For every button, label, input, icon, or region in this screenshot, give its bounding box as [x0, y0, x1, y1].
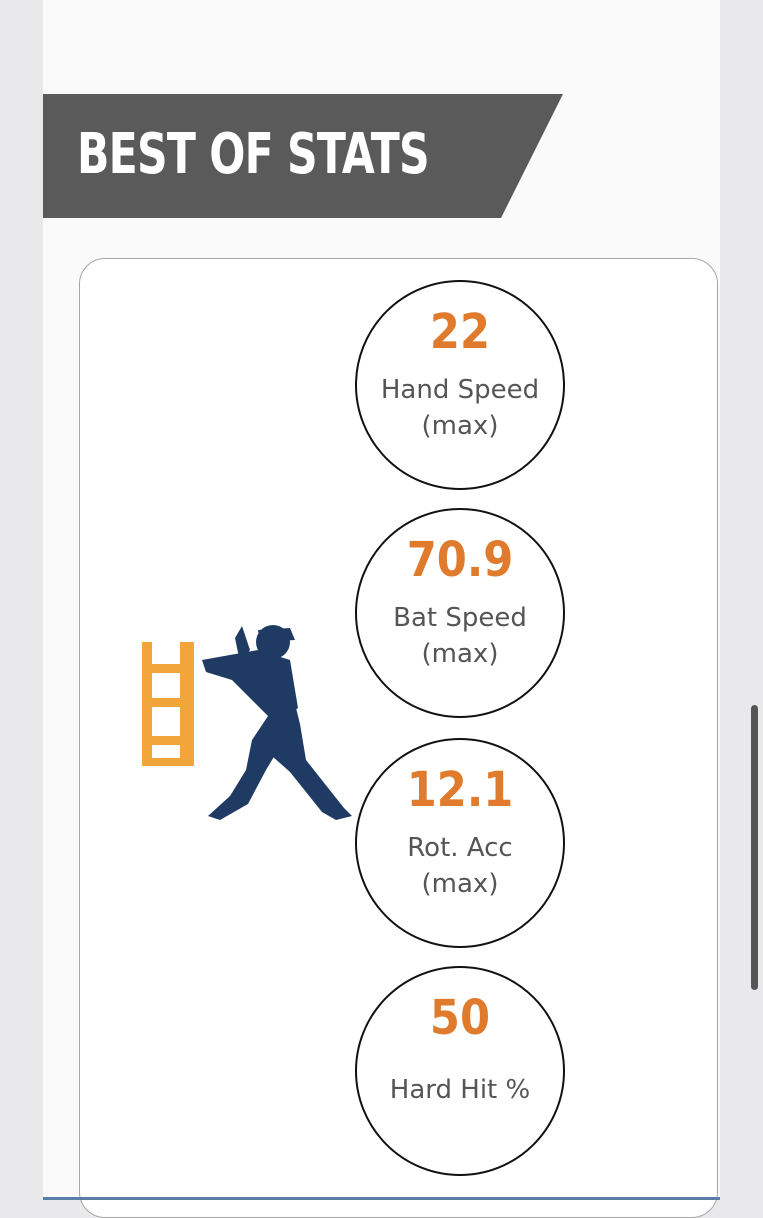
- stat-label: Bat Speed (max): [367, 600, 553, 672]
- stat-label-line1: Rot. Acc: [407, 833, 513, 863]
- section-banner: BEST OF STATS: [43, 94, 563, 218]
- card-bottom-border: [43, 1197, 720, 1200]
- stat-hard-hit: 50 Hard Hit %: [355, 966, 565, 1176]
- stat-label-line1: Bat Speed: [393, 603, 527, 633]
- stat-hand-speed: 22 Hand Speed (max): [355, 280, 565, 490]
- hit-logo: [140, 620, 360, 835]
- stat-label: Hard Hit %: [367, 1072, 553, 1108]
- stat-rot-acc: 12.1 Rot. Acc (max): [355, 738, 565, 948]
- stat-label-line1: Hard Hit %: [389, 1075, 531, 1105]
- stat-value: 50: [429, 990, 491, 1046]
- stat-bat-speed: 70.9 Bat Speed (max): [355, 508, 565, 718]
- stat-label-line2: (max): [421, 411, 499, 441]
- stat-label-line2: (max): [421, 639, 499, 669]
- scrollbar-thumb[interactable]: [751, 705, 758, 990]
- stat-label: Hand Speed (max): [367, 372, 553, 444]
- stat-label: Rot. Acc (max): [367, 830, 553, 902]
- stat-value: 12.1: [406, 762, 514, 818]
- stat-label-line1: Hand Speed: [380, 375, 540, 405]
- banner-background: [43, 94, 563, 218]
- stat-value: 70.9: [406, 532, 514, 588]
- stat-label-line2: (max): [421, 869, 499, 899]
- stat-value: 22: [429, 304, 491, 360]
- batter-silhouette-icon: [142, 625, 352, 820]
- section-title: BEST OF STATS: [77, 122, 430, 187]
